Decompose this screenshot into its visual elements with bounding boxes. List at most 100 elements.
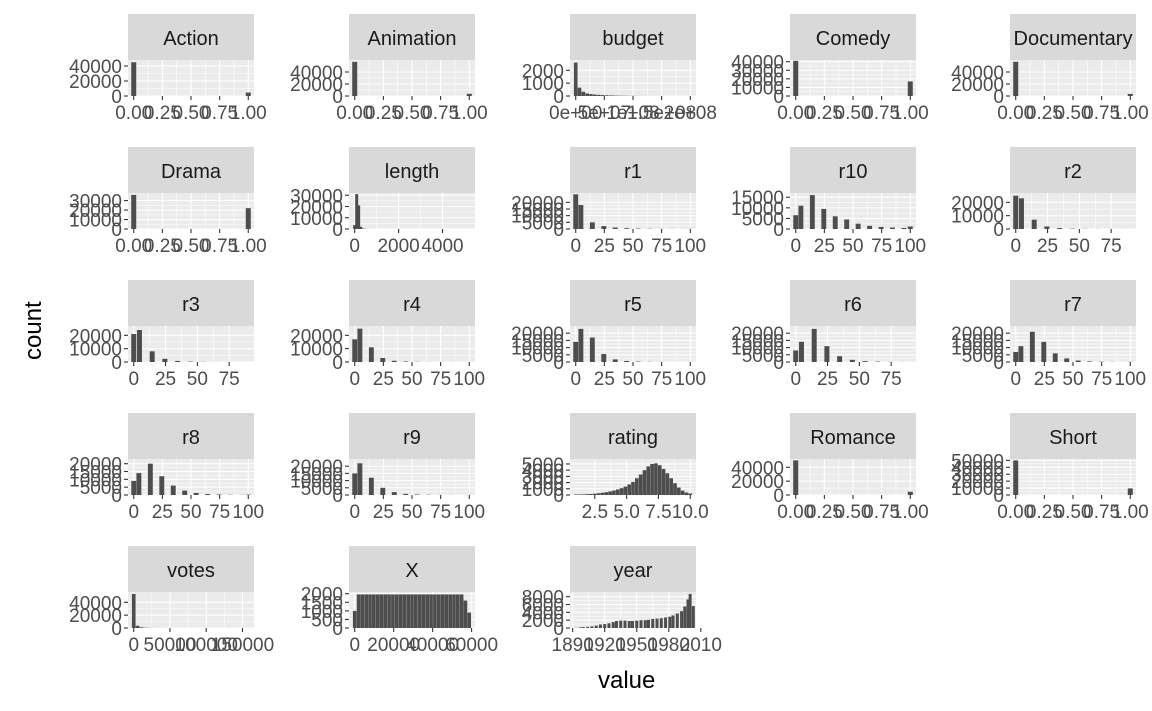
facet-strip	[570, 147, 696, 193]
x-tick-label: 0	[349, 502, 360, 523]
y-tick-label: 10000	[69, 470, 122, 491]
y-tick-label: 10000	[951, 207, 1004, 228]
x-tick-label: 0.00	[997, 502, 1034, 523]
histogram-bar	[601, 354, 607, 362]
facet-title: Short	[1049, 427, 1097, 449]
y-tick-label: 0	[332, 220, 343, 241]
x-tick-label: 0	[570, 236, 581, 257]
y-tick-label: 0	[332, 619, 343, 640]
x-tick-label: 0.00	[115, 236, 152, 257]
x-tick-label: 0.25	[1026, 103, 1063, 124]
histogram-bar	[357, 205, 361, 229]
x-tick-label: 0.75	[863, 103, 900, 124]
x-tick-label: 0	[1010, 369, 1021, 390]
histogram-bar	[619, 488, 624, 495]
y-tick-label: 0	[332, 486, 343, 507]
histogram-bar	[149, 351, 155, 362]
histogram-bar	[1018, 198, 1024, 229]
y-tick-label: 20000	[69, 201, 122, 222]
y-tick-label: 10000	[951, 479, 1004, 500]
x-tick-label: 100	[1114, 369, 1146, 390]
histogram-bar	[1087, 361, 1093, 362]
histogram-bar	[659, 618, 663, 628]
histogram-bar	[643, 620, 647, 628]
histogram-bar	[680, 611, 684, 628]
y-tick-label: 40000	[69, 57, 122, 78]
x-tick-label: 0.00	[997, 103, 1034, 124]
panel-background	[1010, 193, 1136, 229]
histogram-bar	[849, 359, 855, 362]
x-tick-label: 0.25	[144, 103, 181, 124]
y-tick-label: 10000	[290, 472, 343, 493]
histogram-bar	[624, 360, 630, 362]
histogram-bar	[205, 494, 211, 495]
y-tick-label: 0	[773, 486, 784, 507]
y-tick-label: 10000	[290, 340, 343, 361]
facet-strip	[1010, 14, 1136, 60]
histogram-bar	[452, 594, 456, 628]
x-tick-label: 1.00	[230, 103, 267, 124]
y-tick-label: 5000	[742, 346, 784, 367]
histogram-bar	[1013, 195, 1019, 229]
histogram-bar	[623, 620, 627, 628]
histogram-bar	[391, 492, 397, 495]
x-tick-label: 50	[187, 369, 208, 390]
y-tick-label: 20000	[290, 326, 343, 347]
x-tick-label: 75	[651, 369, 672, 390]
y-tick-label: 20000	[69, 326, 122, 347]
histogram-bar	[466, 93, 472, 96]
histogram-bar	[655, 618, 659, 628]
y-tick-label: 10000	[511, 207, 564, 228]
histogram-bar	[680, 490, 685, 495]
histogram-bar	[436, 594, 441, 628]
y-tick-label: 0	[111, 220, 122, 241]
y-tick-label: 8000	[522, 588, 564, 609]
y-tick-label: 20000	[511, 193, 564, 214]
x-tick-label: 5.0	[613, 502, 639, 523]
x-tick-label: 2e+08	[664, 103, 717, 124]
histogram-bar	[600, 492, 605, 495]
histogram-bar	[614, 620, 618, 628]
y-tick-label: 0	[553, 87, 564, 108]
x-tick-label: 25	[373, 502, 394, 523]
histogram-bar	[594, 625, 598, 628]
histogram-bar	[821, 208, 827, 229]
y-tick-label: 2000	[522, 611, 564, 632]
y-tick-label: 30000	[731, 61, 784, 82]
histogram-bar	[793, 350, 799, 362]
histogram-bar	[1064, 358, 1070, 362]
histogram-bar	[429, 594, 433, 628]
x-tick-label: 75	[430, 502, 451, 523]
x-tick-label: 1980	[648, 635, 690, 656]
x-tick-label: 0.25	[144, 236, 181, 257]
y-tick-label: 50000	[951, 451, 1004, 472]
x-tick-label: 0.75	[1083, 103, 1120, 124]
y-tick-label: 40000	[951, 63, 1004, 84]
histogram-bar	[793, 460, 799, 495]
histogram-bar	[686, 599, 690, 628]
x-tick-label: 0.75	[1083, 502, 1120, 523]
histogram-bar	[798, 341, 804, 362]
x-tick-label: 0.25	[365, 103, 402, 124]
facet-title: Action	[163, 28, 219, 50]
x-tick-label: 0	[349, 236, 360, 257]
histogram-bar	[375, 594, 380, 628]
histogram-bar	[593, 94, 597, 96]
panel-background	[349, 193, 475, 229]
x-tick-label: 0.25	[806, 502, 843, 523]
histogram-bar	[410, 594, 414, 628]
y-tick-label: 15000	[731, 331, 784, 352]
y-tick-label: 10000	[69, 211, 122, 232]
histogram-bar	[654, 463, 658, 495]
x-tick-label: 1.00	[892, 103, 929, 124]
x-tick-label: 0.00	[777, 103, 814, 124]
y-tick-label: 0	[773, 353, 784, 374]
facet-title: Documentary	[1014, 28, 1133, 50]
histogram-bar	[809, 195, 815, 229]
